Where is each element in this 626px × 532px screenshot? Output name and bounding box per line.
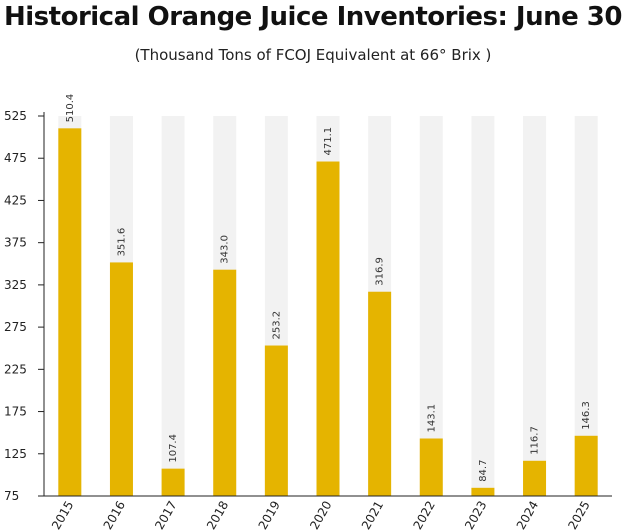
y-tick-label-75: 75 (4, 489, 19, 503)
y-tick-label-175: 175 (4, 405, 27, 419)
x-tick-label-2019: 2019 (256, 499, 283, 532)
bar-background-2023 (471, 116, 495, 496)
y-tick-label-325: 325 (4, 278, 27, 292)
bar-background-2022 (419, 116, 443, 496)
value-label-2018: 343.0 (220, 235, 231, 264)
axes: 2015 2016 2017 2018 2019 2020 2021 2022 2023 2024… (4, 109, 612, 532)
chart-title: Historical Orange Juice Inventories: Jun… (4, 2, 622, 32)
value-label-2015: 510.4 (65, 94, 76, 123)
bar-2020 (316, 161, 340, 496)
y-tick-label-275: 275 (4, 320, 27, 334)
bar-2017 (161, 468, 185, 496)
bar-2015 (58, 128, 82, 496)
bar-2018 (213, 269, 237, 496)
x-tick-label-2016: 2016 (101, 499, 128, 532)
y-tick-label-425: 425 (4, 193, 27, 207)
chart-subtitle: (Thousand Tons of FCOJ Equivalent at 66°… (134, 46, 492, 64)
x-tick-label-2021: 2021 (359, 499, 386, 532)
y-tick-label-225: 225 (4, 362, 27, 376)
bar-2024 (523, 460, 547, 496)
y-tick-label-125: 125 (4, 447, 27, 461)
value-label-2023: 84.7 (478, 460, 489, 482)
value-label-2022: 143.1 (426, 404, 437, 433)
bars (58, 128, 598, 496)
value-label-2017: 107.4 (168, 434, 179, 463)
value-label-2025: 146.3 (581, 401, 592, 430)
x-tick-label-2018: 2018 (204, 499, 231, 532)
x-tick-label-2022: 2022 (410, 499, 437, 532)
x-tick-label-2015: 2015 (49, 499, 76, 532)
value-label-2021: 316.9 (375, 257, 386, 286)
bar-2023 (471, 487, 495, 496)
y-tick-label-475: 475 (4, 151, 27, 165)
x-tick-label-2023: 2023 (462, 498, 489, 531)
bar-background-2017 (161, 116, 185, 496)
bar-background-2024 (523, 116, 547, 496)
bar-2022 (419, 438, 443, 496)
y-tick-label-525: 525 (4, 109, 27, 123)
bar-2025 (574, 435, 598, 496)
value-label-2019: 253.2 (271, 311, 282, 340)
bar-2019 (264, 345, 288, 496)
value-label-2024: 116.7 (530, 426, 541, 455)
x-tick-label-2020: 2020 (307, 499, 334, 532)
value-label-2020: 471.1 (323, 127, 334, 156)
x-tick-label-2024: 2024 (514, 499, 541, 532)
value-labels: 510.4 351.6 107.4 343.0 253.2 471.1 316.9 143.1… (65, 94, 592, 482)
x-tick-label-2025: 2025 (565, 499, 592, 532)
y-tick-label-375: 375 (4, 236, 27, 250)
bar-2016 (109, 262, 133, 496)
x-tick-label-2017: 2017 (152, 499, 179, 532)
bar-2021 (368, 291, 392, 496)
bar-background-2025 (574, 116, 598, 496)
value-label-2016: 351.6 (116, 228, 127, 257)
